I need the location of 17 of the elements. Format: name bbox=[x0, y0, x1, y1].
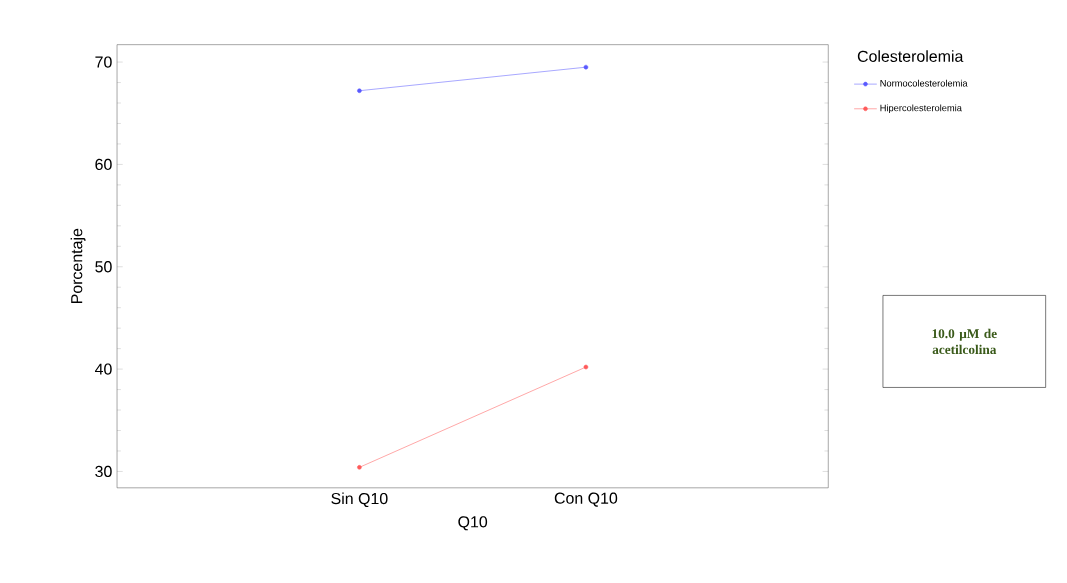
x-axis-title: Q10 bbox=[458, 516, 488, 531]
text: 10.0 µM de acetilcolina bbox=[932, 328, 997, 355]
x-tick-label: Con Q10 bbox=[554, 492, 618, 507]
x-tick-label: Sin Q10 bbox=[331, 492, 388, 508]
point bbox=[583, 65, 589, 70]
y-tick-label: 70 bbox=[95, 56, 112, 68]
y-axis-title: Porcentaje bbox=[70, 228, 86, 304]
legend-label: Normocolesterolemia bbox=[880, 79, 968, 87]
point bbox=[357, 465, 362, 470]
legend-label: Hipercolesterolemia bbox=[880, 104, 962, 114]
y-tick-label: 60 bbox=[95, 158, 112, 171]
point bbox=[583, 364, 589, 370]
y-tick-label: 50 bbox=[95, 261, 112, 273]
y-tick-label: 40 bbox=[94, 363, 112, 375]
point bbox=[357, 88, 362, 94]
legend-title: Colesterolemia bbox=[857, 50, 964, 63]
y-tick-label: 30 bbox=[95, 465, 112, 478]
